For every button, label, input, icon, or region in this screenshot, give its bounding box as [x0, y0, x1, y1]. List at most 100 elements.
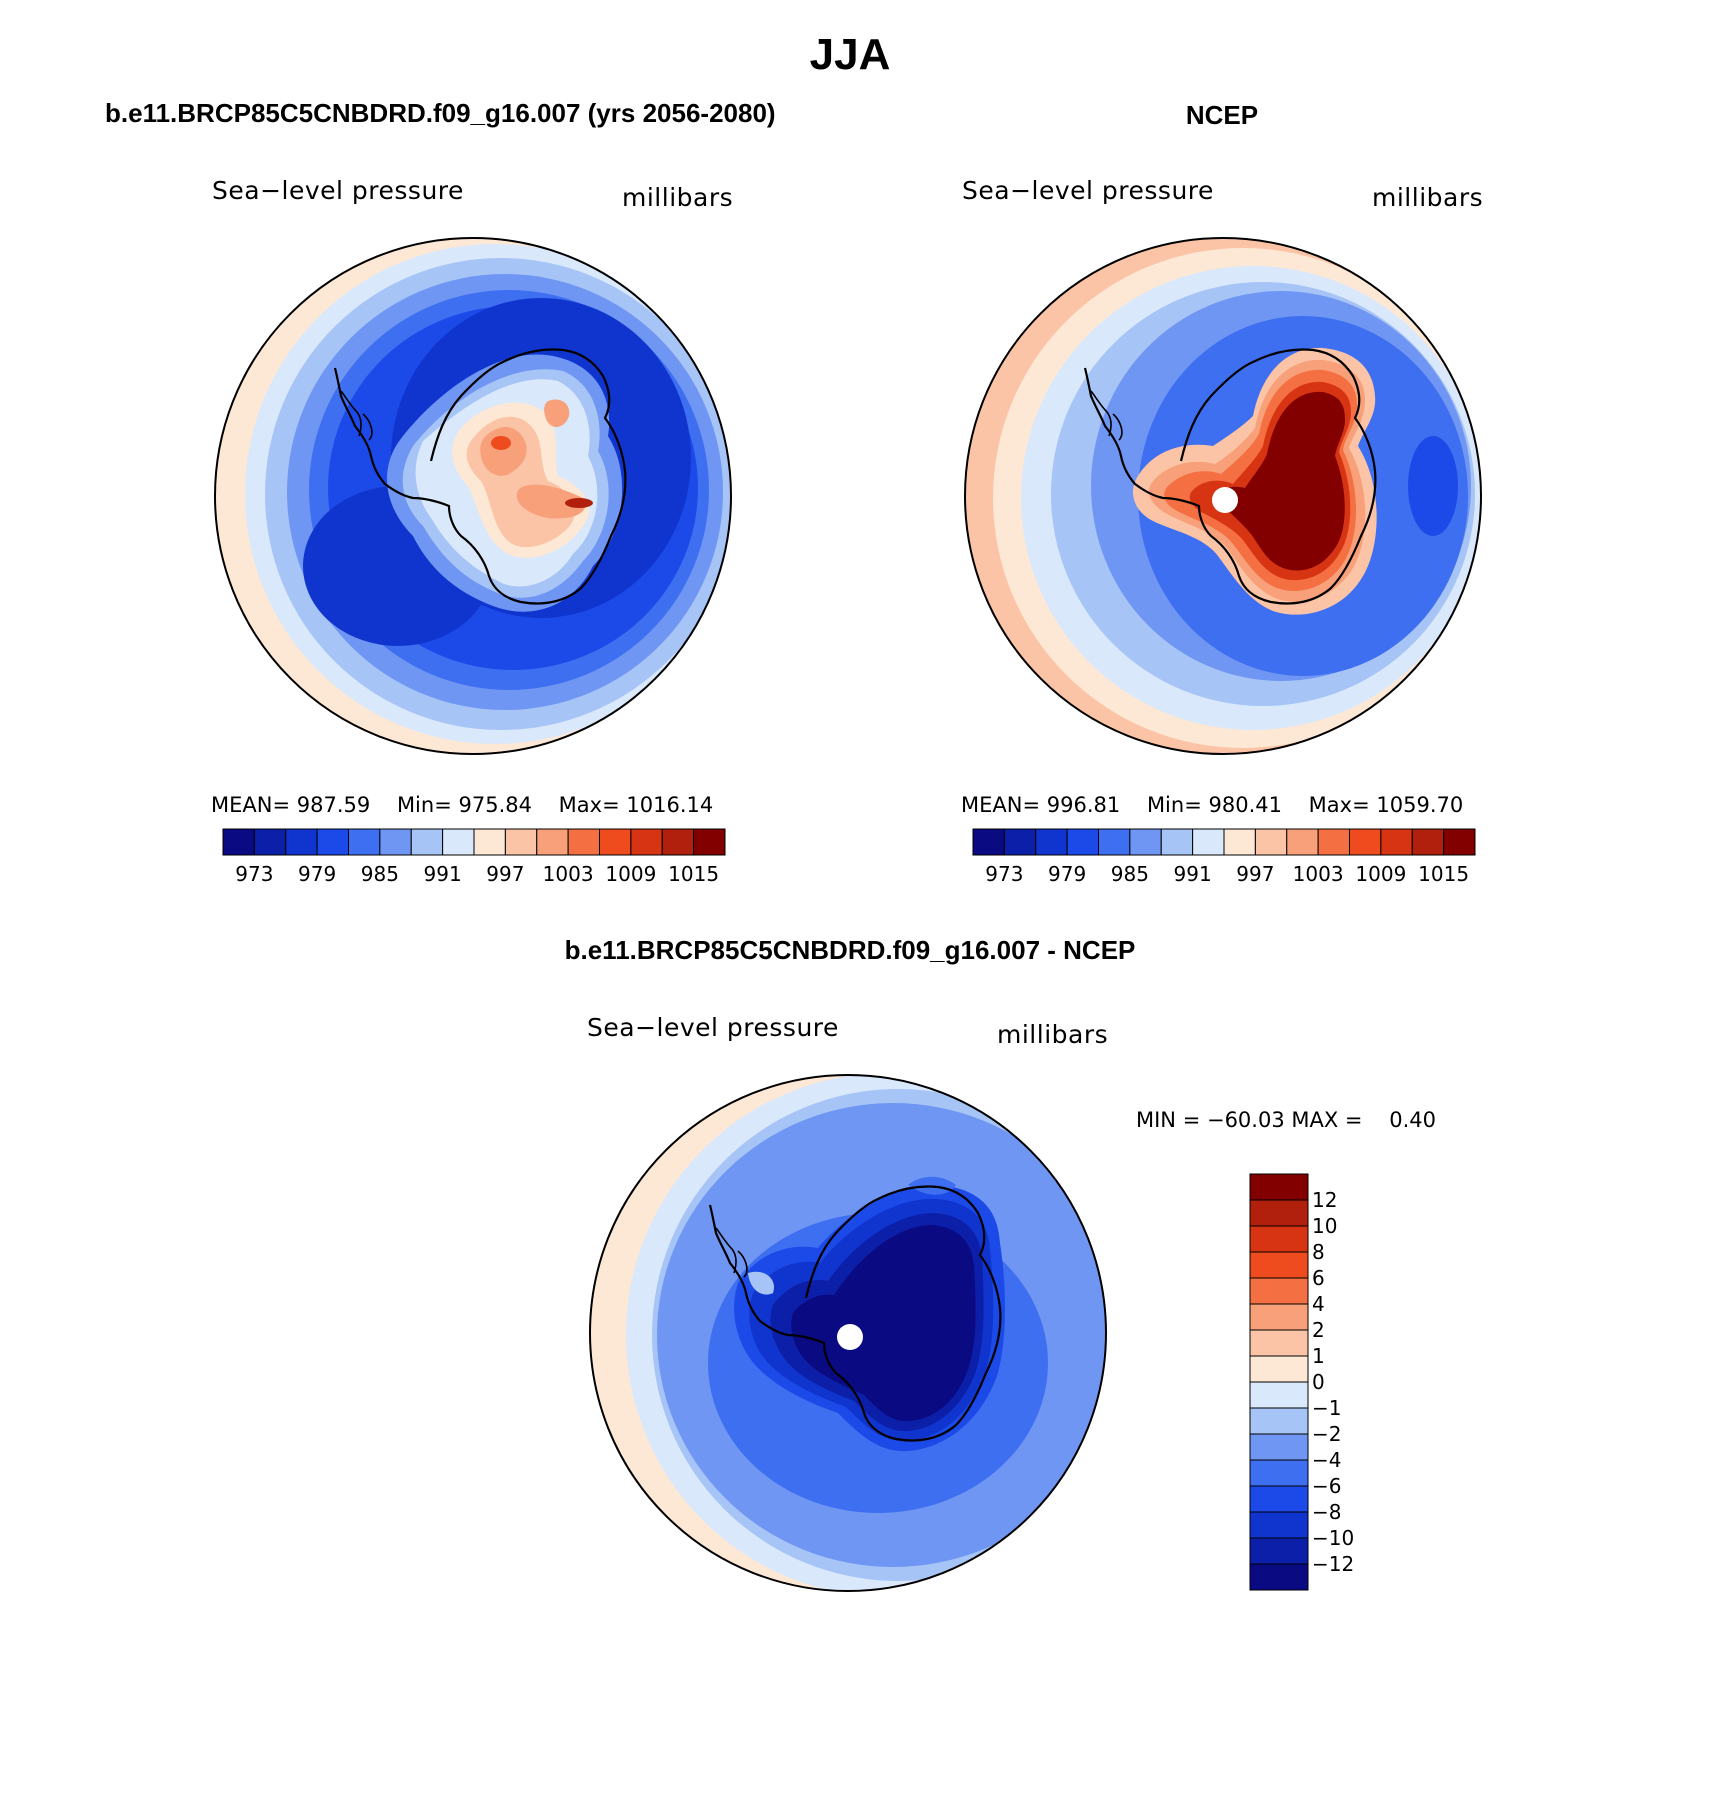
diff-variable-label: Sea−level pressure [587, 1013, 839, 1042]
right-colorbar-tick-label: 1015 [1418, 862, 1470, 886]
right-colorbar-swatch [1349, 828, 1382, 856]
diff-units-label: millibars [997, 1020, 1109, 1049]
diff-colorbar-swatch [1249, 1407, 1309, 1435]
diff-colorbar-tick-label: 10 [1312, 1214, 1338, 1238]
right-colorbar-swatch [1192, 828, 1225, 856]
diff-colorbar-swatch [1249, 1251, 1309, 1279]
diff-colorbar-swatch [1249, 1329, 1309, 1357]
right-colorbar-swatch [1003, 828, 1037, 856]
diff-colorbar-tick-label: −10 [1312, 1526, 1355, 1550]
right-colorbar-swatch [1098, 828, 1131, 856]
diff-colorbar-tick-label: 1 [1312, 1344, 1325, 1368]
right-colorbar-tick-label: 1003 [1292, 862, 1344, 886]
left-colorbar-swatch [285, 828, 318, 856]
right-polar-map [963, 236, 1483, 756]
left-max-value: 1016.14 [626, 793, 714, 817]
left-colorbar-tick-label: 1015 [668, 862, 720, 886]
right-colorbar [972, 828, 1476, 856]
diff-colorbar-swatch [1249, 1433, 1309, 1461]
right-colorbar-swatch [1317, 828, 1350, 856]
diff-colorbar-tick-label: 12 [1312, 1188, 1338, 1212]
left-colorbar-swatch [473, 828, 506, 856]
right-colorbar-swatch [1411, 828, 1445, 856]
diff-colorbar-swatch [1249, 1303, 1309, 1331]
left-stats: MEAN= 987.59 Min= 975.84 Max= 1016.14 [211, 793, 714, 817]
right-units-label: millibars [1372, 183, 1484, 212]
left-colorbar-swatch [630, 828, 663, 856]
right-colorbar-swatch [1286, 828, 1319, 856]
left-colorbar-swatch [442, 828, 475, 856]
left-min-value: 975.84 [458, 793, 532, 817]
diff-colorbar-tick-label: 4 [1312, 1292, 1325, 1316]
left-colorbar-tick-label: 1009 [605, 862, 657, 886]
diff-colorbar-swatch [1249, 1277, 1309, 1305]
diff-colorbar [1249, 1173, 1309, 1591]
diff-colorbar-swatch [1249, 1563, 1309, 1591]
diff-colorbar-tick-label: 6 [1312, 1266, 1325, 1290]
diff-colorbar-ticks: 12 10 8 6 4 2 1 0 −1 −2 −4 −6 −8 −10 −12 [1312, 1173, 1392, 1591]
diff-colorbar-tick-label: −8 [1312, 1500, 1342, 1524]
right-colorbar-swatch [972, 828, 1005, 856]
left-colorbar-tick-label: 973 [235, 862, 274, 886]
right-colorbar-tick-label: 979 [1048, 862, 1087, 886]
diff-colorbar-swatch [1249, 1355, 1309, 1383]
right-variable-label: Sea−level pressure [962, 176, 1214, 205]
diff-colorbar-tick-label: −12 [1312, 1552, 1355, 1576]
diff-colorbar-tick-label: −1 [1312, 1396, 1342, 1420]
left-panel-title: b.e11.BRCP85C5CNBDRD.f09_g16.007 (yrs 20… [105, 98, 776, 128]
right-colorbar-swatch [1160, 828, 1194, 856]
left-colorbar-tick-label: 985 [360, 862, 399, 886]
diff-colorbar-swatch [1249, 1485, 1309, 1513]
right-colorbar-tick-label: 991 [1173, 862, 1212, 886]
diff-polar-map [588, 1073, 1108, 1593]
right-colorbar-tick-label: 1009 [1355, 862, 1407, 886]
right-min-value: 980.41 [1208, 793, 1282, 817]
right-stats: MEAN= 996.81 Min= 980.41 Max= 1059.70 [961, 793, 1464, 817]
left-colorbar-swatch [222, 828, 255, 856]
left-colorbar-swatch [410, 828, 444, 856]
figure-title: JJA [809, 30, 891, 79]
left-mean-value: 987.59 [296, 793, 371, 817]
diff-colorbar-tick-label: −2 [1312, 1422, 1342, 1446]
right-colorbar-ticks: 973 979 985 991 997 1003 1009 1015 [972, 862, 1476, 888]
left-colorbar-ticks: 973 979 985 991 997 1003 1009 1015 [222, 862, 726, 888]
right-colorbar-swatch [1380, 828, 1413, 856]
diff-minmax: MIN = −60.03 MAX = 0.40 [1136, 1108, 1436, 1132]
left-colorbar-swatch [348, 828, 381, 856]
diff-max-value: 0.40 [1389, 1108, 1436, 1132]
left-polar-map [213, 236, 733, 756]
diff-colorbar-swatch [1249, 1381, 1309, 1409]
right-colorbar-tick-label: 973 [985, 862, 1024, 886]
right-colorbar-swatch [1254, 828, 1288, 856]
diff-colorbar-swatch [1249, 1537, 1309, 1565]
left-colorbar-swatch [253, 828, 287, 856]
diff-colorbar-tick-label: −4 [1312, 1448, 1342, 1472]
diff-colorbar-tick-label: −6 [1312, 1474, 1342, 1498]
left-colorbar-swatch [599, 828, 632, 856]
right-colorbar-swatch [1223, 828, 1256, 856]
diff-colorbar-swatch [1249, 1459, 1309, 1487]
right-colorbar-swatch [1066, 828, 1099, 856]
left-colorbar-tick-label: 997 [486, 862, 525, 886]
left-colorbar-swatch [693, 828, 726, 856]
diff-colorbar-swatch [1249, 1199, 1309, 1227]
left-colorbar-swatch [661, 828, 695, 856]
left-variable-label: Sea−level pressure [212, 176, 464, 205]
right-max-value: 1059.70 [1376, 793, 1464, 817]
left-colorbar-tick-label: 991 [423, 862, 462, 886]
right-colorbar-tick-label: 985 [1110, 862, 1149, 886]
left-colorbar-swatch [379, 828, 412, 856]
diff-colorbar-tick-label: 2 [1312, 1318, 1325, 1342]
left-units-label: millibars [622, 183, 734, 212]
diff-colorbar-tick-label: 8 [1312, 1240, 1325, 1264]
diff-colorbar-swatch [1249, 1225, 1309, 1253]
right-panel-title: NCEP [1185, 100, 1259, 130]
left-colorbar-swatch [536, 828, 569, 856]
diff-colorbar-swatch [1249, 1173, 1309, 1201]
right-colorbar-tick-label: 997 [1236, 862, 1275, 886]
left-colorbar [222, 828, 726, 856]
right-colorbar-swatch [1035, 828, 1068, 856]
diff-colorbar-tick-label: 0 [1312, 1370, 1325, 1394]
diff-panel-title: b.e11.BRCP85C5CNBDRD.f09_g16.007 - NCEP [564, 935, 1136, 965]
left-colorbar-tick-label: 979 [298, 862, 337, 886]
